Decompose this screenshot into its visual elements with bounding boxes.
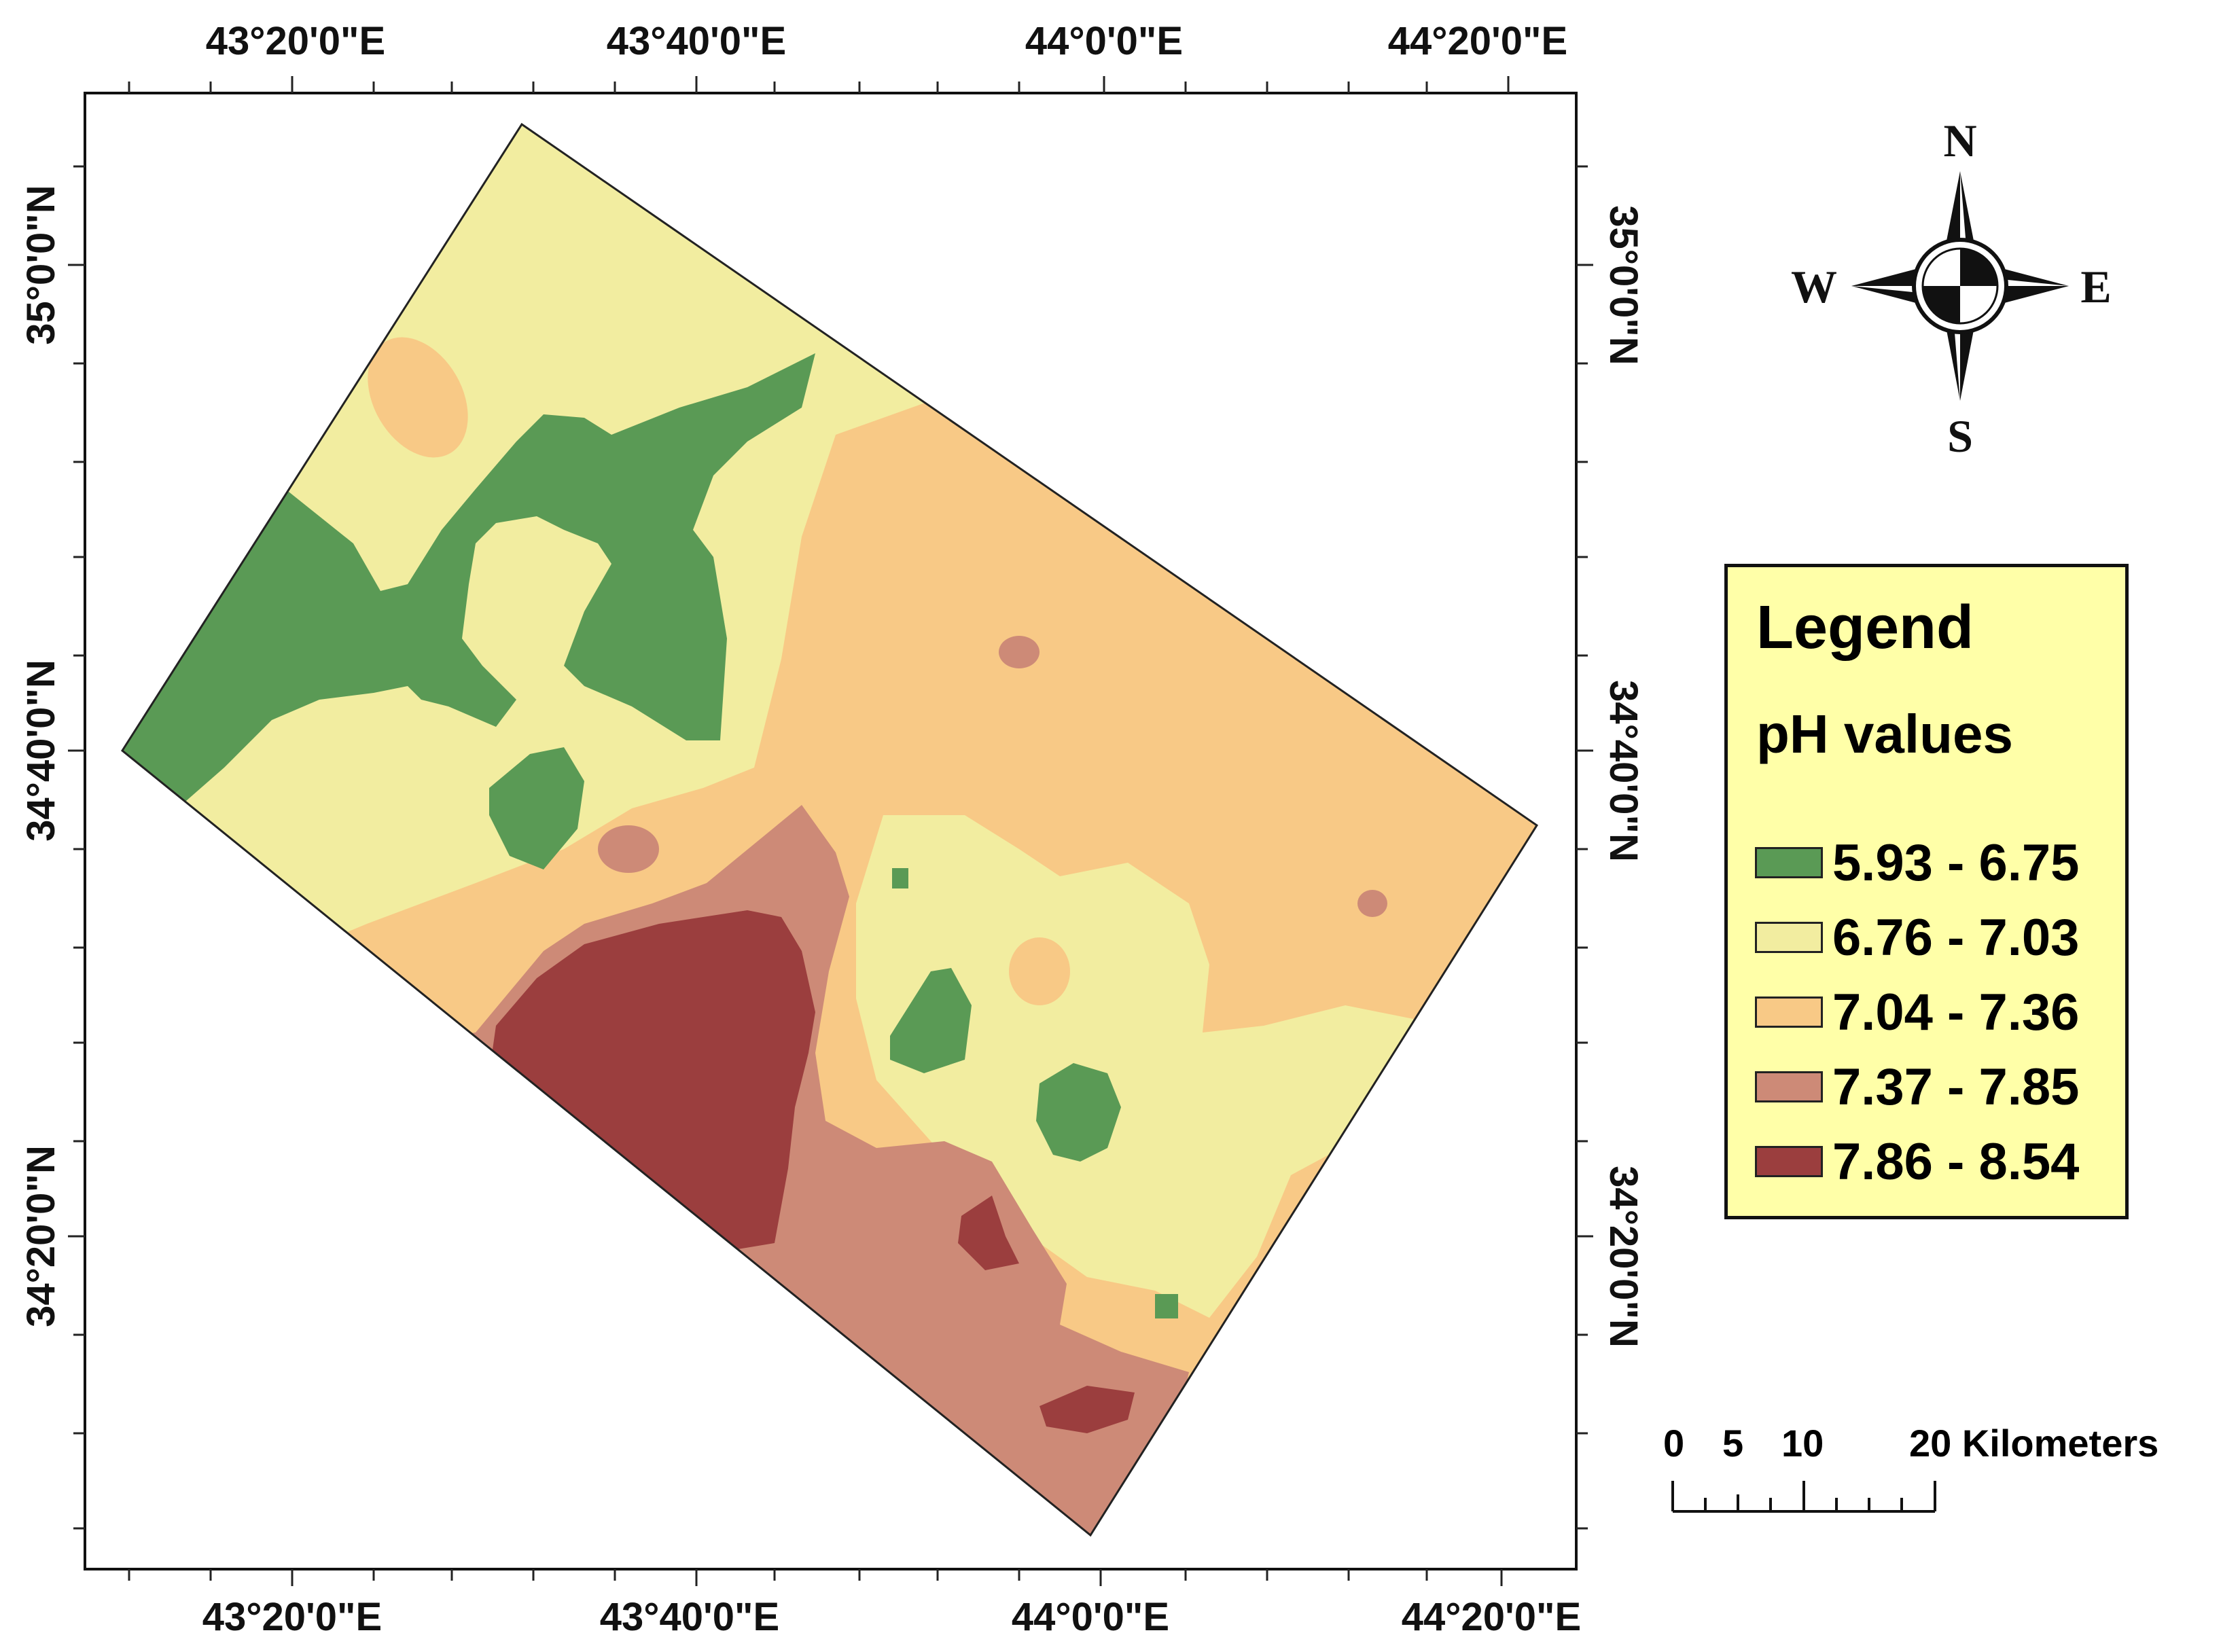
scale-label: 20 Kilometers — [1909, 1422, 2159, 1465]
legend-item: 7.86 - 8.54 — [1755, 1124, 2079, 1199]
legend-swatch — [1755, 1146, 1823, 1177]
ph-zone-7-37-7-85 — [999, 636, 1040, 668]
legend-list: 5.93 - 6.75 6.76 - 7.03 7.04 - 7.36 7.37… — [1755, 825, 2079, 1199]
ph-zone-5-93-6-75 — [489, 747, 584, 869]
ph-zone-5-93-6-75 — [892, 868, 908, 888]
x-tick-bottom: 44°20'0"E — [1402, 1595, 1581, 1639]
legend-label: 7.86 - 8.54 — [1832, 1132, 2080, 1191]
legend-label: 5.93 - 6.75 — [1832, 833, 2080, 892]
legend-item: 6.76 - 7.03 — [1755, 900, 2079, 975]
y-tick-right: 34°40'0"N — [1601, 680, 1646, 862]
ph-zone-7-86-8-54 — [489, 910, 815, 1250]
y-tick-right: 34°20'0"N — [1601, 1166, 1646, 1348]
scale-label: 0 — [1663, 1422, 1685, 1465]
north-arrow-icon — [1851, 171, 2069, 401]
x-tick-bottom: 43°40'0"E — [600, 1595, 779, 1639]
y-tick-left: 34°40'0"N — [19, 660, 63, 842]
compass-north-label: N — [1943, 115, 1976, 166]
compass-west-label: W — [1791, 261, 1837, 312]
scale-label: 10 — [1781, 1422, 1824, 1465]
y-tick-left: 34°20'0"N — [19, 1145, 63, 1327]
x-tick-top: 43°20'0"E — [206, 19, 385, 63]
ph-zone-7-86-8-54 — [1040, 1386, 1135, 1433]
compass-south-label: S — [1947, 410, 1973, 462]
y-tick-right: 35°0'0"N — [1601, 205, 1646, 365]
legend-item: 7.04 - 7.36 — [1755, 975, 2079, 1049]
ph-zone-7-04-7-36 — [1009, 937, 1070, 1005]
scale-label: 5 — [1722, 1422, 1744, 1465]
legend-label: 7.04 - 7.36 — [1832, 983, 2080, 1041]
ph-zone-5-93-6-75 — [890, 968, 972, 1073]
legend-swatch — [1755, 922, 1823, 953]
ph-zone-5-93-6-75 — [122, 353, 815, 815]
ph-zone-7-04-7-36 — [368, 337, 468, 458]
legend-subtitle: pH values — [1756, 704, 2013, 764]
ph-zone-7-86-8-54 — [958, 1196, 1019, 1270]
legend-swatch — [1755, 1071, 1823, 1102]
scale-bar — [1671, 1481, 1936, 1513]
legend: Legend pH values 5.93 - 6.75 6.76 - 7.03… — [1724, 564, 2129, 1219]
legend-swatch — [1755, 847, 1823, 878]
ph-zone-5-93-6-75 — [1036, 1063, 1121, 1162]
ph-zone-7-37-7-85 — [598, 825, 659, 873]
compass-east-label: E — [2080, 261, 2111, 312]
legend-title: Legend — [1756, 594, 1974, 662]
y-tick-left: 35°0'0"N — [19, 185, 63, 344]
legend-swatch — [1755, 996, 1823, 1028]
legend-item: 5.93 - 6.75 — [1755, 825, 2079, 900]
ph-zone-5-93-6-75 — [1155, 1294, 1178, 1318]
graticule-ticks — [68, 76, 1593, 1586]
legend-label: 6.76 - 7.03 — [1832, 908, 2080, 967]
x-tick-bottom: 43°20'0"E — [202, 1595, 382, 1639]
x-tick-top: 44°20'0"E — [1388, 19, 1567, 63]
study-area-outline — [121, 122, 1539, 1537]
legend-label: 7.37 - 7.85 — [1832, 1058, 2080, 1116]
x-tick-top: 43°40'0"E — [607, 19, 786, 63]
legend-item: 7.37 - 7.85 — [1755, 1049, 2079, 1124]
x-tick-bottom: 44°0'0"E — [1012, 1595, 1169, 1639]
ph-zone-7-37-7-85 — [1357, 890, 1387, 917]
x-tick-top: 44°0'0"E — [1025, 19, 1183, 63]
